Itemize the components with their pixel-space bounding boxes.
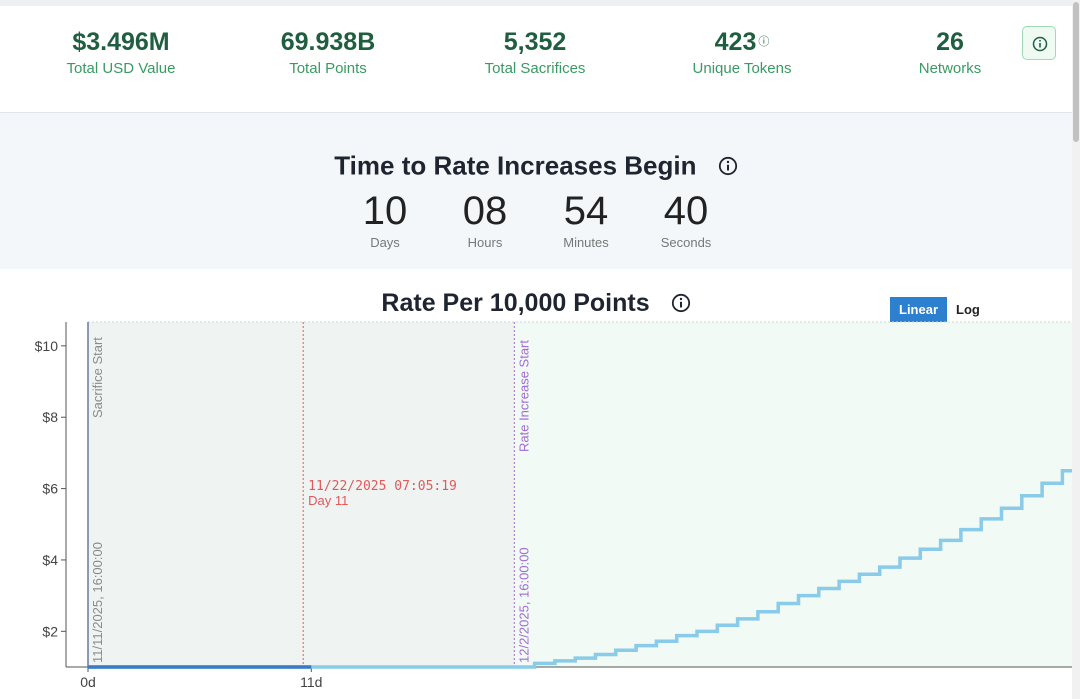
rate-chart: $2 $4 $6 $8 $10 0d 11d Sacrifice Start 11/11/202… — [35, 321, 1072, 690]
linear-button[interactable]: Linear — [890, 297, 948, 323]
y-tick-label: $4 — [42, 552, 58, 568]
info-icon — [1032, 36, 1048, 52]
stats-bar: $3.496M Total USD Value 69.938B Total Po… — [0, 6, 1072, 113]
pre-increase-region — [88, 322, 515, 667]
countdown-minutes: 54 Minutes — [536, 189, 636, 250]
countdown-number: 40 — [663, 189, 709, 233]
countdown-hours: 08 Hours — [435, 189, 535, 250]
countdown-label: Hours — [467, 235, 503, 250]
stat-total-points: 69.938B Total Points — [228, 26, 428, 77]
marker-label: Day 11 — [308, 493, 348, 508]
stat-value: 69.938B — [280, 28, 376, 56]
countdown-number: 10 — [362, 189, 408, 233]
marker-date: 11/11/2025, 16:00:00 — [90, 542, 105, 663]
increase-region — [514, 322, 1072, 667]
marker-label: Rate Increase Start — [516, 340, 531, 452]
y-tick-label: $10 — [35, 338, 59, 354]
x-tick-label: 0d — [80, 674, 96, 690]
countdown-title-text: Time to Rate Increases Begin — [334, 150, 697, 181]
stat-value: $3.496M — [72, 28, 170, 56]
stat-value-text: 423 — [714, 28, 757, 56]
y-tick-label: $6 — [42, 481, 58, 497]
marker-date: 12/2/2025, 16:00:00 — [516, 547, 531, 663]
chart-title: Rate Per 10,000 Points — [0, 288, 1072, 318]
stat-value: 26 — [936, 28, 964, 56]
stat-networks: 26 Networks — [850, 26, 1050, 77]
stat-unique-tokens: 423 ⓘ Unique Tokens — [642, 26, 842, 77]
top-strip — [0, 0, 1072, 6]
scale-toggle: Linear Log — [890, 297, 989, 323]
info-icon[interactable] — [671, 293, 691, 313]
scrollbar[interactable] — [1072, 0, 1080, 699]
rate-series-line — [88, 468, 1072, 669]
stat-value: 423 ⓘ — [642, 26, 842, 58]
y-tick-label: $8 — [42, 409, 58, 425]
stat-total-usd: $3.496M Total USD Value — [21, 26, 221, 77]
countdown-label: Minutes — [563, 235, 609, 250]
stat-label: Networks — [918, 60, 982, 77]
countdown-panel: Time to Rate Increases Begin 10 Days 08 … — [0, 113, 1072, 269]
countdown-number: 08 — [462, 189, 508, 233]
countdown-label: Seconds — [660, 235, 712, 250]
countdown-days: 10 Days — [335, 189, 435, 250]
countdown-label: Days — [370, 235, 400, 250]
countdown-number: 54 — [563, 189, 609, 233]
stat-label: Unique Tokens — [692, 60, 792, 77]
marker-label: Sacrifice Start — [90, 337, 105, 418]
chart-title-text: Rate Per 10,000 Points — [381, 288, 650, 317]
stat-label: Total USD Value — [66, 60, 176, 77]
countdown-title: Time to Rate Increases Begin — [0, 149, 1072, 182]
log-button[interactable]: Log — [956, 302, 980, 317]
scrollbar-thumb[interactable] — [1073, 2, 1079, 142]
countdown-seconds: 40 Seconds — [636, 189, 736, 250]
stat-label: Total Points — [289, 60, 367, 77]
stat-label: Total Sacrifices — [484, 60, 586, 77]
stat-value: 5,352 — [503, 28, 567, 56]
x-tick-label: 11d — [300, 674, 322, 690]
y-tick-label: $2 — [42, 623, 58, 639]
stats-info-button[interactable] — [1022, 26, 1056, 60]
stat-total-sacrifices: 5,352 Total Sacrifices — [435, 26, 635, 77]
info-icon[interactable]: ⓘ — [758, 36, 770, 48]
marker-date: 11/22/2025 07:05:19 — [308, 479, 457, 494]
info-icon[interactable] — [718, 156, 738, 176]
